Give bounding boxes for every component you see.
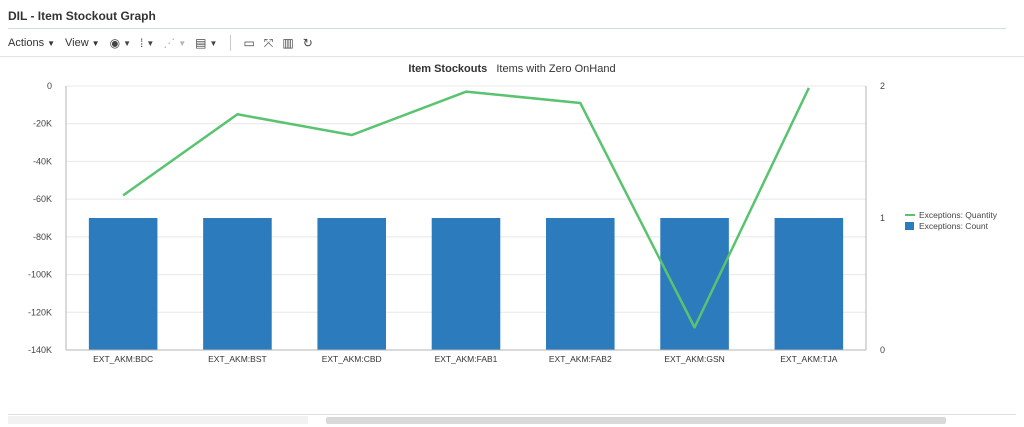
left-axis-tick-label: -20K [33, 119, 52, 129]
refresh-icon: ↻ [302, 36, 313, 50]
left-axis-tick-label: -100K [28, 270, 52, 280]
left-axis-tick-label: 0 [47, 81, 52, 91]
print-icon: ▤ [195, 36, 207, 50]
view-menu[interactable]: View ▼ [65, 37, 100, 49]
left-axis-tick-label: -120K [28, 307, 52, 317]
export-button[interactable]: ▭ [243, 36, 254, 50]
chevron-down-icon: ▼ [178, 38, 187, 48]
quantity-line [122, 87, 810, 329]
x-axis-tick-label: EXT_AKM:FAB2 [549, 354, 612, 364]
freeze-icon: ⁞ [139, 36, 144, 50]
hierarchy-button[interactable]: ⋰ ▼ [163, 36, 186, 50]
scrollbar-track-left [8, 416, 308, 424]
bar [774, 218, 844, 350]
stockout-chart: 0 -20K -40K -60K -80K -100K -120K -140K 2 1 0 EXT… [28, 81, 885, 364]
left-axis-tick-label: -60K [33, 194, 52, 204]
legend-line-swatch [905, 213, 915, 216]
bar [660, 218, 729, 350]
chart-title: Item Stockouts Items with Zero OnHand [0, 63, 1024, 75]
circle-arrow-icon: ◉ [109, 36, 121, 50]
wrap-button[interactable]: ▥ [282, 36, 293, 50]
left-axis: 0 -20K -40K -60K -80K -100K -120K -140K [28, 81, 67, 355]
export-icon: ▭ [243, 36, 255, 50]
page-title: DIL - Item Stockout Graph [8, 9, 156, 23]
x-axis-labels: EXT_AKM:BDC EXT_AKM:BST EXT_AKM:CBD EXT_AKM… [66, 349, 866, 364]
title-divider [8, 28, 1006, 29]
left-axis-tick-label: -140K [28, 345, 52, 355]
toolbar-separator [230, 35, 232, 51]
bar [546, 218, 615, 350]
actions-menu-label: Actions [8, 37, 45, 49]
x-axis-tick-label: EXT_AKM:GSN [664, 354, 724, 364]
chevron-down-icon: ▼ [91, 38, 100, 48]
legend-item-count[interactable]: Exceptions: Count [905, 220, 997, 231]
toolbar: Actions ▼ View ▼ ◉ ▼ ⁞ ▼ ⋰ ▼ ▤ ▼ ▭ ⤧ ▥ ↻ [8, 33, 322, 53]
actions-menu[interactable]: Actions ▼ [8, 37, 55, 49]
bar [317, 218, 386, 350]
wrap-icon: ▥ [282, 36, 294, 50]
toolbar-divider [0, 56, 1024, 57]
freeze-button[interactable]: ⁞ ▼ [140, 36, 154, 50]
legend-item-quantity[interactable]: Exceptions: Quantity [905, 209, 997, 220]
chevron-down-icon: ▼ [146, 38, 155, 48]
left-axis-tick-label: -80K [33, 232, 52, 242]
right-axis-tick-label: 2 [880, 81, 885, 91]
refresh-button[interactable]: ↻ [303, 36, 313, 50]
bar [203, 218, 272, 350]
right-axis: 2 1 0 [865, 81, 885, 355]
x-axis-tick-label: EXT_AKM:BDC [93, 354, 153, 364]
legend-bar-swatch [905, 221, 914, 230]
legend: Exceptions: Quantity Exceptions: Count [905, 209, 997, 231]
line-series [122, 87, 810, 329]
detach-button[interactable]: ⤧ [264, 36, 274, 51]
right-axis-tick-label: 0 [880, 345, 885, 355]
scrollbar-thumb[interactable] [326, 417, 946, 424]
legend-label: Exceptions: Count [919, 220, 988, 231]
view-menu-label: View [65, 37, 89, 49]
chart-subtitle: Items with Zero OnHand [496, 63, 616, 75]
chevron-down-icon: ▼ [47, 38, 55, 48]
hierarchy-icon: ⋰ [163, 36, 176, 50]
x-axis-tick-label: EXT_AKM:BST [208, 354, 267, 364]
circle-arrow-button[interactable]: ◉ ▼ [110, 36, 131, 50]
left-axis-tick-label: -40K [33, 156, 52, 166]
bar-series [88, 218, 844, 350]
bar [431, 218, 501, 350]
detach-icon: ⤧ [263, 35, 274, 50]
chevron-down-icon: ▼ [209, 38, 218, 48]
chart-title-main: Item Stockouts [408, 63, 488, 75]
legend-label: Exceptions: Quantity [919, 209, 997, 220]
x-axis-tick-label: EXT_AKM:TJA [780, 354, 837, 364]
x-axis-tick-label: EXT_AKM:CBD [322, 354, 382, 364]
print-button[interactable]: ▤ ▼ [195, 36, 217, 50]
x-axis-tick-label: EXT_AKM:FAB1 [435, 354, 498, 364]
chevron-down-icon: ▼ [123, 38, 131, 48]
horizontal-scrollbar[interactable] [8, 414, 1016, 425]
right-axis-tick-label: 1 [880, 213, 885, 223]
bar [88, 218, 158, 350]
